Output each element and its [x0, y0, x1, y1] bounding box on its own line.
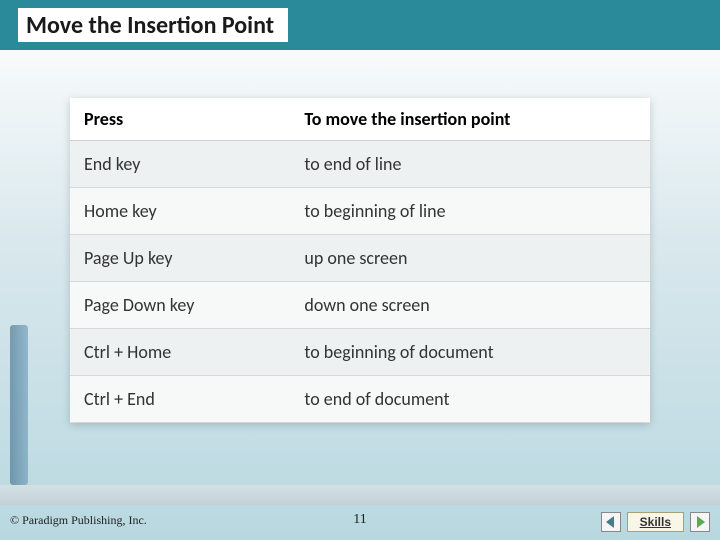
cell-key: Ctrl + End [70, 376, 290, 423]
table-row: Ctrl + Home to beginning of document [70, 329, 650, 376]
cell-action: to end of line [290, 141, 650, 188]
page-number: 11 [353, 512, 366, 528]
nav-controls: Skills [601, 512, 710, 532]
cell-action: down one screen [290, 282, 650, 329]
cell-key: End key [70, 141, 290, 188]
table-row: Page Down key down one screen [70, 282, 650, 329]
cell-key: Page Down key [70, 282, 290, 329]
table-row: Ctrl + End to end of document [70, 376, 650, 423]
next-icon [695, 516, 705, 528]
cell-action: to beginning of line [290, 188, 650, 235]
cell-action: to beginning of document [290, 329, 650, 376]
table-row: Home key to beginning of line [70, 188, 650, 235]
skills-button[interactable]: Skills [627, 512, 684, 532]
column-header-press: Press [70, 98, 290, 141]
cell-action: up one screen [290, 235, 650, 282]
header-bar: Move the Insertion Point [0, 0, 720, 50]
footer: © Paradigm Publishing, Inc. 11 Skills [0, 500, 720, 540]
copyright-text: © Paradigm Publishing, Inc. [10, 513, 147, 528]
table-row: Page Up key up one screen [70, 235, 650, 282]
table-header-row: Press To move the insertion point [70, 98, 650, 141]
shortcuts-table: Press To move the insertion point End ke… [70, 98, 650, 423]
table-row: End key to end of line [70, 141, 650, 188]
shortcuts-table-container: Press To move the insertion point End ke… [70, 98, 650, 423]
prev-icon [606, 516, 616, 528]
prev-button[interactable] [601, 512, 621, 532]
cell-key: Page Up key [70, 235, 290, 282]
background-lamp [10, 325, 28, 485]
column-header-action: To move the insertion point [290, 98, 650, 141]
cell-key: Home key [70, 188, 290, 235]
next-button[interactable] [690, 512, 710, 532]
page-title: Move the Insertion Point [18, 8, 288, 42]
cell-key: Ctrl + Home [70, 329, 290, 376]
cell-action: to end of document [290, 376, 650, 423]
